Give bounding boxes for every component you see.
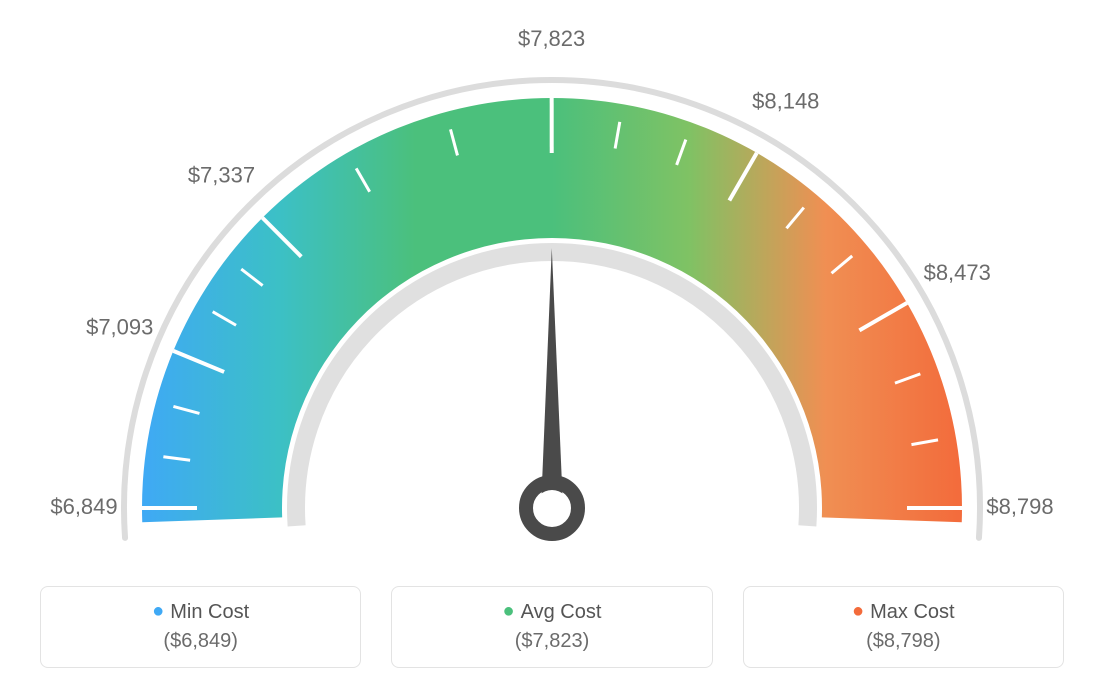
dot-icon-min: ● <box>152 600 164 622</box>
gauge-needle <box>541 248 563 508</box>
legend-value-min: ($6,849) <box>51 630 350 653</box>
legend-row: ● Min Cost ($6,849) ● Avg Cost ($7,823) ● M… <box>0 586 1104 668</box>
dot-icon-max: ● <box>852 600 864 622</box>
gauge-tick-label: $7,337 <box>188 163 255 188</box>
legend-label-avg: Avg Cost <box>521 601 602 623</box>
gauge-needle-hub-inner <box>534 490 570 526</box>
legend-label-min: Min Cost <box>170 601 249 623</box>
gauge-tick-label: $8,148 <box>752 89 819 114</box>
dot-icon-avg: ● <box>503 600 515 622</box>
legend-card-max: ● Max Cost ($8,798) <box>743 586 1064 668</box>
gauge-tick-label: $8,473 <box>924 260 991 285</box>
legend-value-avg: ($7,823) <box>402 630 701 653</box>
legend-label-max: Max Cost <box>870 601 954 623</box>
legend-value-max: ($8,798) <box>754 630 1053 653</box>
gauge-chart-container: { "gauge": { "type": "gauge", "min_value… <box>0 0 1104 690</box>
gauge-tick-label: $6,849 <box>50 494 117 519</box>
gauge-tick-label: $7,823 <box>518 26 585 51</box>
legend-card-min: ● Min Cost ($6,849) <box>40 586 361 668</box>
gauge-tick-label: $7,093 <box>86 315 153 340</box>
gauge-area: $6,849 $7,093 $7,337 $7,823 $8,148 $8,473 $8,7… <box>0 0 1104 560</box>
gauge-tick-label: $8,798 <box>986 494 1053 519</box>
legend-title-avg: ● Avg Cost <box>402 601 701 624</box>
gauge-svg: $6,849 $7,093 $7,337 $7,823 $8,148 $8,473 $8,7… <box>0 0 1104 560</box>
legend-title-max: ● Max Cost <box>754 601 1053 624</box>
legend-title-min: ● Min Cost <box>51 601 350 624</box>
legend-card-avg: ● Avg Cost ($7,823) <box>391 586 712 668</box>
